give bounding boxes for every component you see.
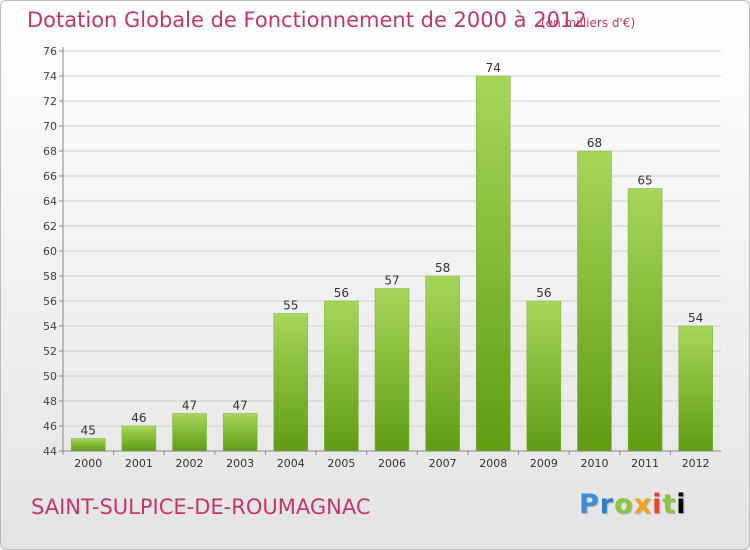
bar — [475, 75, 511, 452]
x-tick-label: 2011 — [631, 457, 659, 470]
logo-letter: x — [633, 489, 653, 520]
bar-value-label: 45 — [81, 424, 96, 438]
y-tick-label: 60 — [43, 245, 57, 258]
bar-value-label: 56 — [536, 286, 551, 300]
logo-letter: i — [676, 489, 687, 520]
logo-letter: r — [599, 489, 615, 520]
bar-value-label: 55 — [283, 299, 298, 313]
y-tick-label: 70 — [43, 120, 57, 133]
bar — [425, 275, 460, 452]
bar — [273, 313, 309, 452]
bar — [222, 413, 258, 452]
y-tick-label: 62 — [43, 220, 57, 233]
bar — [324, 300, 359, 452]
x-tick-label: 2001 — [125, 457, 153, 470]
logo-letter: P — [579, 489, 600, 520]
x-tick-label: 2005 — [327, 457, 355, 470]
x-tick-label: 2009 — [530, 457, 558, 470]
x-tick-label: 2007 — [429, 457, 457, 470]
bar-value-label: 54 — [688, 311, 703, 325]
x-tick-label: 2000 — [74, 457, 102, 470]
bar-value-label: 47 — [233, 399, 248, 413]
y-tick-label: 74 — [43, 70, 57, 83]
bar — [526, 300, 562, 452]
x-tick-label: 2003 — [226, 457, 254, 470]
y-tick-label: 44 — [43, 445, 57, 458]
y-tick-label: 48 — [43, 395, 57, 408]
y-tick-label: 76 — [43, 45, 57, 58]
bar-value-label: 58 — [435, 261, 450, 275]
y-tick-label: 58 — [43, 270, 57, 283]
x-tick-label: 2008 — [479, 457, 507, 470]
logo-letter: i — [652, 489, 663, 520]
bar — [627, 188, 663, 452]
bar-value-label: 68 — [587, 136, 602, 150]
y-tick-label: 46 — [43, 420, 57, 433]
bar-value-label: 56 — [334, 286, 349, 300]
commune-name: SAINT-SULPICE-DE-ROUMAGNAC — [31, 495, 371, 519]
y-tick-label: 68 — [43, 145, 57, 158]
logo-letter: o — [614, 489, 634, 520]
x-tick-label: 2006 — [378, 457, 406, 470]
y-tick-label: 64 — [43, 195, 57, 208]
bar — [678, 325, 713, 452]
bar — [577, 150, 612, 452]
bar — [71, 438, 106, 452]
y-tick-label: 72 — [43, 95, 57, 108]
proxiti-logo: Proxiti — [579, 489, 687, 520]
y-tick-label: 56 — [43, 295, 57, 308]
x-tick-label: 2004 — [277, 457, 305, 470]
bar-value-label: 47 — [182, 399, 197, 413]
bar-value-label: 57 — [384, 274, 399, 288]
y-tick-label: 66 — [43, 170, 57, 183]
y-tick-label: 50 — [43, 370, 57, 383]
bar-value-label: 65 — [637, 174, 652, 188]
axes: 44 46 48 50 52 54 56 58 60 62 64 66 68 70 72 74 76 2000 20… — [43, 45, 721, 470]
bar — [172, 413, 207, 452]
bar — [374, 288, 410, 452]
bars: 45 46 47 47 55 56 57 58 74 56 68 65 54 — [71, 61, 713, 452]
bar-value-label: 74 — [486, 61, 501, 75]
bar — [121, 425, 157, 452]
x-tick-label: 2002 — [176, 457, 204, 470]
bar-value-label: 46 — [131, 411, 146, 425]
logo-letter: t — [662, 489, 677, 520]
x-tick-label: 2012 — [682, 457, 710, 470]
chart-title: Dotation Globale de Fonctionnement de 20… — [27, 8, 587, 32]
chart-subtitle: (en milliers d'€) — [541, 16, 636, 30]
y-tick-label: 52 — [43, 345, 57, 358]
y-tick-label: 54 — [43, 320, 57, 333]
x-tick-label: 2010 — [580, 457, 608, 470]
